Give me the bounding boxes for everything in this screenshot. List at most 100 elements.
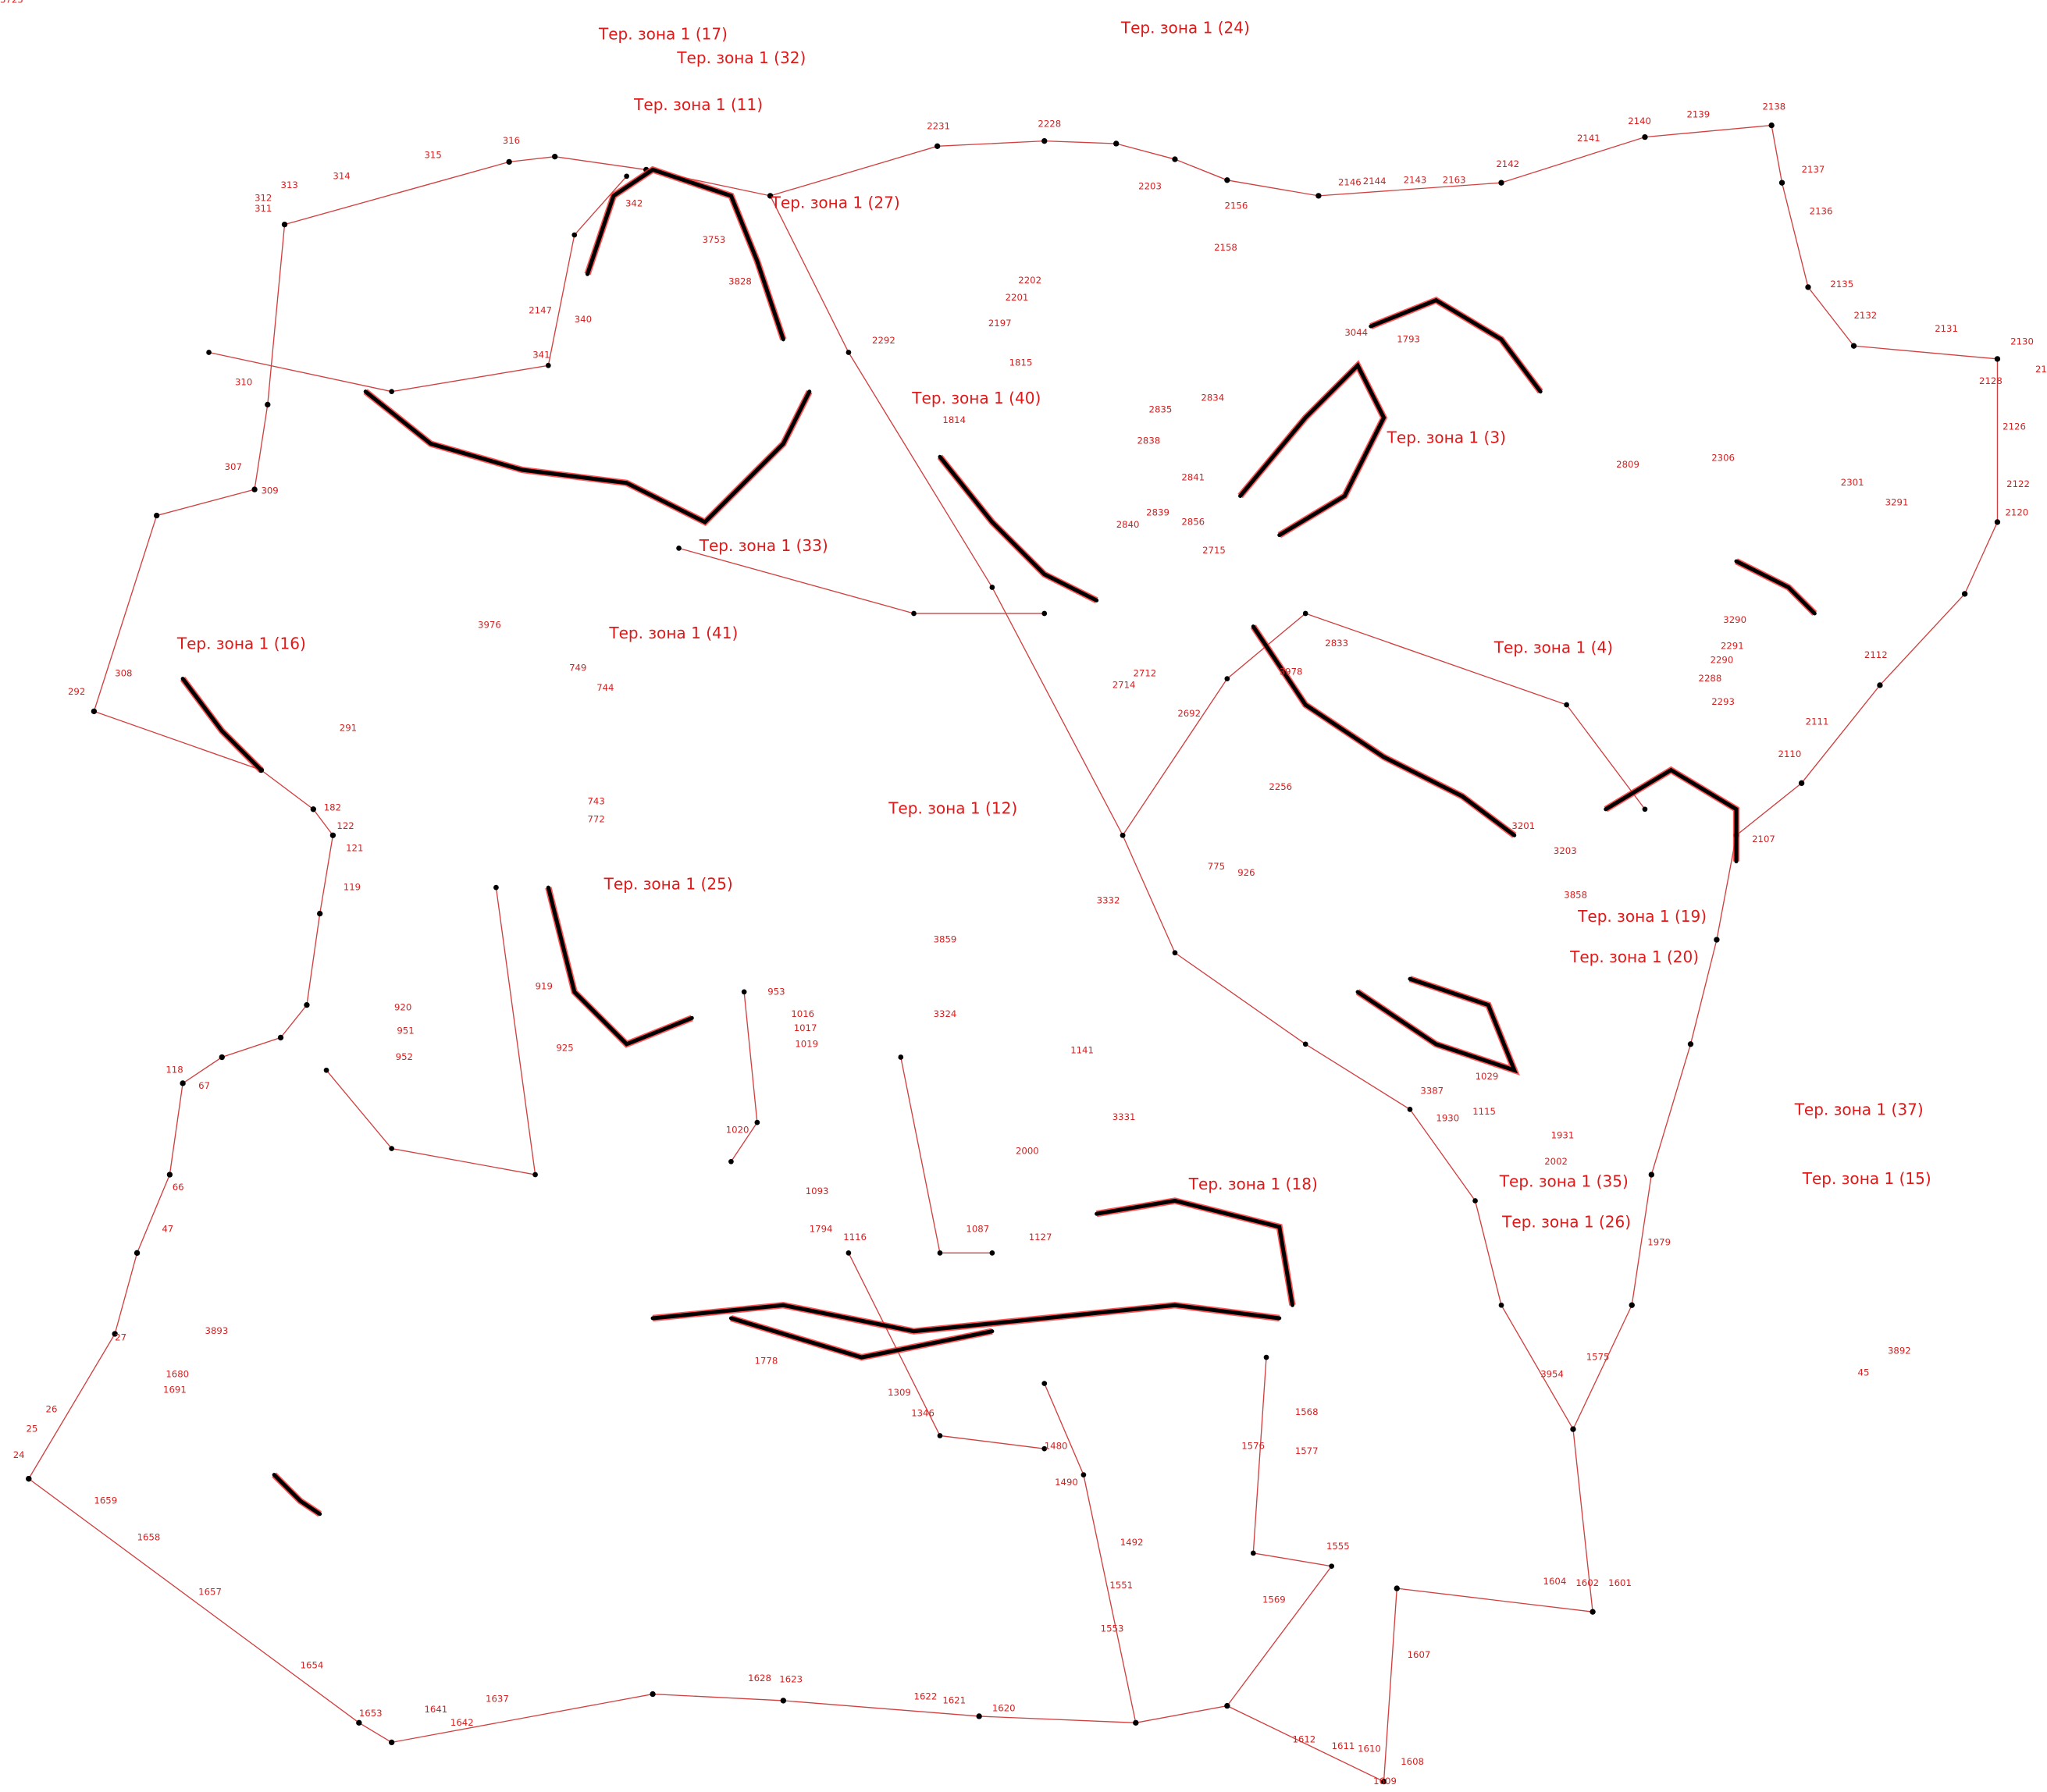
point-label: 26 bbox=[46, 1404, 58, 1415]
vertex bbox=[1224, 177, 1230, 183]
zone-label: Тер. зона 1 (41) bbox=[608, 624, 738, 642]
point-label: 314 bbox=[333, 170, 350, 181]
vertex bbox=[1687, 1041, 1694, 1047]
point-label: 1490 bbox=[1055, 1477, 1078, 1488]
zone-label: Тер. зона 1 (18) bbox=[1188, 1175, 1318, 1193]
point-label: 1492 bbox=[1120, 1537, 1144, 1548]
point-label: 342 bbox=[625, 197, 643, 208]
point-label: 951 bbox=[397, 1026, 414, 1036]
point-label: 1931 bbox=[1551, 1129, 1575, 1140]
vertex bbox=[180, 1080, 186, 1086]
survey-contour bbox=[1251, 624, 1517, 837]
vertex bbox=[1041, 1445, 1048, 1452]
vertex bbox=[1041, 1381, 1048, 1386]
vertex bbox=[989, 585, 995, 590]
point-label: 919 bbox=[536, 981, 553, 992]
point-label: 2201 bbox=[1006, 292, 1029, 303]
point-label: 315 bbox=[424, 150, 441, 161]
point-label: 1793 bbox=[1397, 333, 1420, 344]
vertex bbox=[1172, 156, 1178, 162]
point-label: 291 bbox=[340, 723, 357, 734]
point-label: 1480 bbox=[1045, 1440, 1068, 1451]
survey-contour bbox=[1238, 362, 1387, 538]
point-label: 309 bbox=[261, 485, 278, 496]
point-label: 3892 bbox=[1888, 1345, 1911, 1356]
point-label: 1568 bbox=[1295, 1406, 1319, 1417]
survey-contour bbox=[650, 1303, 1282, 1334]
point-label: 1609 bbox=[1373, 1776, 1397, 1787]
point-label: 1621 bbox=[942, 1694, 966, 1705]
vertex bbox=[310, 806, 317, 812]
vertex bbox=[1133, 1719, 1139, 1726]
zone-label: Тер. зона 1 (33) bbox=[699, 536, 828, 555]
point-label: 3387 bbox=[1420, 1085, 1444, 1096]
vertex bbox=[1805, 284, 1811, 290]
survey-contour bbox=[363, 389, 812, 524]
vertex bbox=[571, 232, 578, 238]
zone-label: Тер. зона 1 (35) bbox=[1499, 1172, 1629, 1191]
parcel-edge bbox=[678, 547, 1045, 614]
vertex bbox=[1380, 1778, 1387, 1785]
zone-label: Тер. зона 1 (32) bbox=[676, 48, 806, 67]
survey-contour bbox=[272, 1473, 322, 1516]
point-label: 2135 bbox=[1830, 279, 1853, 290]
vertex bbox=[650, 1691, 656, 1698]
point-label: 121 bbox=[346, 842, 363, 853]
vertex bbox=[112, 1331, 118, 1337]
point-label: 1814 bbox=[942, 414, 966, 425]
survey-contour bbox=[1369, 297, 1543, 394]
vertex bbox=[277, 1034, 284, 1041]
vertex bbox=[1642, 806, 1648, 812]
zone-label: Тер. зона 1 (12) bbox=[888, 798, 1017, 817]
point-label: 312 bbox=[255, 193, 272, 204]
point-label: 2144 bbox=[1363, 176, 1387, 187]
vertex bbox=[281, 221, 288, 228]
point-label: 2197 bbox=[988, 318, 1012, 329]
point-label: 2202 bbox=[1018, 275, 1041, 286]
point-label: 2306 bbox=[1711, 452, 1735, 463]
point-label: 2139 bbox=[1686, 109, 1710, 120]
zone-label: Тер. зона 1 (40) bbox=[911, 389, 1041, 407]
point-label: 2841 bbox=[1181, 472, 1205, 483]
point-label: 2141 bbox=[1577, 133, 1600, 144]
point-label: 2126 bbox=[2002, 421, 2026, 432]
point-label: 27 bbox=[115, 1332, 126, 1343]
point-label: 1653 bbox=[359, 1708, 383, 1719]
point-label: 340 bbox=[575, 314, 592, 325]
vertex bbox=[532, 1172, 538, 1178]
point-label: 2288 bbox=[1699, 673, 1722, 684]
point-label: 3291 bbox=[1885, 496, 1909, 507]
point-label: 1087 bbox=[966, 1224, 989, 1235]
point-label: 2292 bbox=[872, 335, 895, 346]
point-label: 1020 bbox=[726, 1125, 749, 1136]
point-label: 2156 bbox=[1225, 201, 1248, 212]
vertex bbox=[911, 610, 917, 617]
vertex bbox=[780, 1698, 786, 1704]
vertex bbox=[1714, 937, 1720, 943]
point-label: 3976 bbox=[478, 620, 501, 631]
survey-contour bbox=[180, 677, 263, 773]
point-label: 1602 bbox=[1575, 1577, 1599, 1588]
point-label: 953 bbox=[767, 986, 785, 997]
survey-contour bbox=[728, 1316, 995, 1360]
point-label: 307 bbox=[225, 461, 242, 472]
point-label: 2839 bbox=[1146, 507, 1169, 518]
survey-contour bbox=[1604, 767, 1739, 864]
vertex bbox=[937, 1250, 943, 1256]
point-label: 1577 bbox=[1295, 1445, 1319, 1456]
point-label: 1309 bbox=[888, 1387, 911, 1398]
point-label: 2712 bbox=[1133, 667, 1156, 678]
point-label: 24 bbox=[13, 1449, 25, 1460]
zone-label: Тер. зона 1 (20) bbox=[1569, 948, 1699, 966]
point-label: 2146 bbox=[1338, 177, 1362, 188]
point-label: 1116 bbox=[843, 1232, 867, 1243]
point-label: 2833 bbox=[1325, 638, 1348, 649]
vertex bbox=[1113, 140, 1120, 147]
point-label: 1628 bbox=[748, 1673, 771, 1684]
point-label: 2835 bbox=[1149, 404, 1173, 415]
point-label: 3753 bbox=[703, 234, 726, 245]
vertex bbox=[545, 362, 551, 368]
point-label: 1642 bbox=[450, 1717, 474, 1728]
point-label: 3044 bbox=[1344, 327, 1368, 338]
